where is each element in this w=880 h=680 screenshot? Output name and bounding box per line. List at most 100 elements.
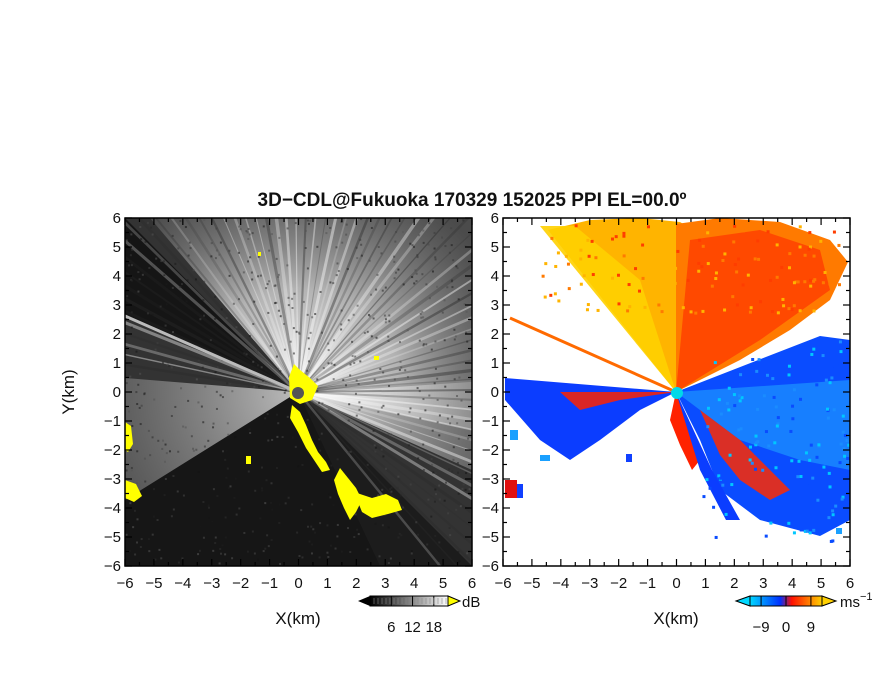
reflectivity-speckle-pixel — [137, 271, 140, 274]
reflectivity-speckle-pixel — [247, 237, 250, 240]
velocity-speckle-pixel — [554, 264, 558, 268]
reflectivity-speckle-pixel — [413, 282, 416, 285]
reflectivity-speckle-pixel — [346, 527, 349, 530]
velocity-speckle-pixel — [807, 247, 811, 251]
reflectivity-speckle-pixel — [262, 225, 265, 228]
reflectivity-speckle-pixel — [434, 367, 437, 370]
reflectivity-speckle-pixel — [133, 509, 136, 512]
reflectivity-speckle-pixel — [198, 549, 201, 552]
reflectivity-speckle-pixel — [319, 449, 322, 452]
velocity-speckle-pixel — [574, 224, 578, 228]
velocity-x-axis-label: X(km) — [653, 609, 698, 628]
reflectivity-speckle-pixel — [434, 534, 437, 537]
reflectivity-speckle-pixel — [242, 271, 245, 274]
reflectivity-speckle-pixel — [418, 390, 421, 393]
velocity-sector-west-red — [560, 392, 676, 410]
velocity-speckle-pixel — [772, 395, 776, 399]
reflectivity-speckle-pixel — [349, 450, 352, 453]
reflectivity-speckle-pixel — [377, 245, 380, 248]
reflectivity-speckle-pixel — [210, 242, 213, 245]
velocity-speckle-pixel — [738, 394, 742, 398]
reflectivity-speckle-pixel — [393, 277, 396, 280]
reflectivity-speckle-pixel — [245, 353, 248, 356]
reflectivity-speckle-pixel — [248, 233, 251, 236]
reflectivity-speckle-pixel — [256, 558, 259, 561]
reflectivity-speckle-pixel — [435, 472, 437, 475]
reflectivity-ray — [297, 304, 472, 393]
reflectivity-speckle-pixel — [397, 536, 400, 539]
reflectivity-speckle-pixel — [163, 260, 166, 263]
velocity-speckle-pixel — [611, 276, 615, 280]
velocity-speckle-pixel — [759, 300, 763, 304]
reflectivity-speckle-pixel — [261, 489, 264, 492]
reflectivity-speckle-pixel — [190, 435, 193, 438]
velocity-speckle-pixel — [792, 304, 796, 308]
reflectivity-speckle-pixel — [165, 283, 168, 286]
velocity-speckle-pixel — [788, 252, 792, 256]
reflectivity-speckle-pixel — [271, 508, 274, 511]
velocity-speckle-pixel — [789, 429, 793, 433]
reflectivity-speckle-pixel — [151, 533, 154, 536]
reflectivity-speckle-pixel — [231, 557, 234, 560]
reflectivity-x-tick-label: −3 — [203, 575, 220, 592]
reflectivity-speckle-pixel — [300, 509, 303, 512]
reflectivity-speckle-pixel — [399, 360, 402, 363]
velocity-speckle-pixel — [842, 447, 846, 451]
velocity-speckle-pixel — [828, 282, 832, 286]
reflectivity-speckle-pixel — [430, 463, 433, 466]
reflectivity-speckle-pixel — [457, 471, 460, 474]
reflectivity-speckle-pixel — [360, 254, 363, 257]
reflectivity-speckle-pixel — [144, 480, 147, 483]
reflectivity-speckle-pixel — [450, 227, 453, 230]
reflectivity-speckle-pixel — [287, 296, 290, 299]
velocity-speckle-pixel — [751, 357, 755, 361]
reflectivity-speckle-pixel — [434, 488, 437, 491]
reflectivity-speckle-pixel — [132, 526, 135, 529]
reflectivity-speckle-pixel — [321, 446, 324, 449]
reflectivity-speckle-pixel — [417, 533, 420, 536]
velocity-speckle-pixel — [689, 310, 693, 314]
reflectivity-speckle-pixel — [349, 374, 352, 377]
reflectivity-speckle-pixel — [384, 321, 387, 324]
reflectivity-speckle-pixel — [387, 526, 390, 529]
reflectivity-speckle-pixel — [164, 324, 167, 327]
reflectivity-speckle-pixel — [147, 429, 150, 432]
reflectivity-speckle-pixel — [212, 422, 215, 425]
velocity-speckle-pixel — [843, 454, 847, 458]
velocity-speckle-pixel — [676, 249, 680, 253]
velocity-speckle-pixel — [719, 476, 723, 480]
reflectivity-speckle-pixel — [432, 471, 435, 474]
velocity-speckle-pixel — [776, 416, 780, 420]
velocity-speckle-pixel — [557, 299, 561, 303]
reflectivity-y-tick-label: −1 — [104, 413, 121, 430]
velocity-speckle-pixel — [815, 455, 819, 459]
reflectivity-speckle-pixel — [465, 472, 468, 475]
reflectivity-speckle-pixel — [294, 445, 297, 448]
velocity-speckle-pixel — [698, 238, 702, 242]
velocity-speckle-pixel — [701, 244, 705, 248]
reflectivity-speckle-pixel — [347, 419, 350, 422]
velocity-speckle-pixel — [732, 393, 736, 397]
reflectivity-speckle-pixel — [234, 436, 237, 439]
reflectivity-speckle-pixel — [378, 555, 381, 558]
reflectivity-speckle-pixel — [316, 408, 319, 411]
velocity-speckle-pixel — [813, 278, 817, 282]
reflectivity-speckle-pixel — [355, 379, 358, 382]
velocity-speckle-pixel — [837, 283, 841, 287]
velocity-speckle-pixel — [756, 407, 760, 411]
velocity-y-tick-label: 3 — [491, 297, 499, 314]
reflectivity-speckle-pixel — [449, 422, 452, 425]
reflectivity-ray — [125, 255, 299, 394]
velocity-speckle-pixel — [757, 358, 761, 362]
reflectivity-speckle-pixel — [459, 505, 462, 508]
reflectivity-speckle-pixel — [207, 506, 210, 509]
velocity-speckle-pixel — [835, 361, 839, 365]
reflectivity-speckle-pixel — [358, 408, 361, 411]
reflectivity-speckle-pixel — [161, 361, 164, 364]
reflectivity-speckle-pixel — [427, 243, 430, 246]
velocity-speckle-pixel — [780, 265, 784, 269]
velocity-y-tick-label: −4 — [482, 500, 499, 517]
reflectivity-speckle-pixel — [314, 531, 317, 534]
reflectivity-speckle-pixel — [172, 331, 175, 334]
reflectivity-ray — [297, 218, 317, 393]
